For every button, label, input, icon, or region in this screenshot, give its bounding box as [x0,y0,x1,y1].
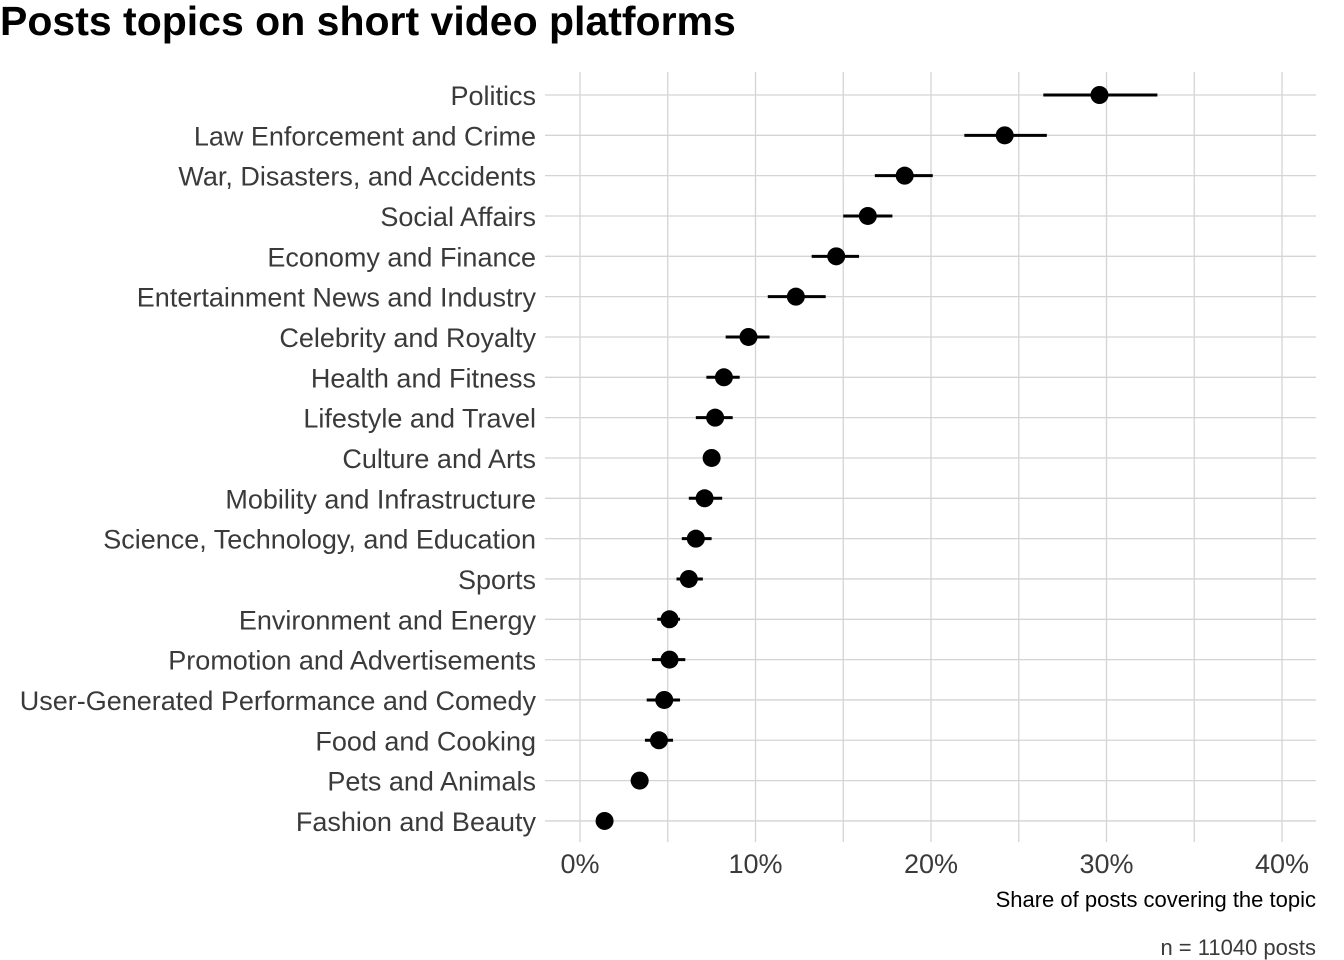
caption: n = 11040 posts [1160,935,1316,960]
data-point [660,650,679,669]
x-tick-label: 10% [728,849,782,879]
data-point [595,811,614,830]
category-label: Environment and Energy [239,605,537,635]
category-label: Health and Fitness [311,363,536,393]
category-label: User-Generated Performance and Comedy [20,686,537,716]
category-label: Lifestyle and Travel [303,404,536,434]
grid [545,72,1316,842]
data-point [995,126,1014,145]
data-point [686,529,705,548]
category-label: Mobility and Infrastructure [225,484,536,514]
category-label: Entertainment News and Industry [137,283,537,313]
category-label: Politics [450,81,536,111]
category-label: Law Enforcement and Crime [194,121,536,151]
data-point [858,206,877,225]
category-label: Food and Cooking [315,726,536,756]
category-label: Sports [458,565,536,595]
data-point [706,408,725,427]
category-label: Promotion and Advertisements [168,646,536,676]
data-marks [595,86,1158,830]
data-point [702,448,721,467]
category-labels: Politics Law Enforcement and Crime War, Di… [20,81,537,837]
x-tick-label: 0% [560,849,599,879]
data-point [1090,86,1109,104]
category-label: Culture and Arts [342,444,536,474]
x-tick-label: 40% [1255,849,1309,879]
data-point [695,489,714,508]
data-point [649,731,668,750]
x-axis-title: Share of posts covering the topic [996,887,1316,912]
category-label: Social Affairs [380,202,536,232]
x-tick-label: 20% [904,849,958,879]
data-point [895,166,914,185]
data-point [660,610,679,629]
category-label: Economy and Finance [267,242,536,272]
x-tick-label: 30% [1079,849,1133,879]
data-point [827,247,846,266]
data-point [786,287,805,306]
category-label: Pets and Animals [327,767,536,797]
category-label: Celebrity and Royalty [279,323,536,353]
data-point [714,368,733,387]
chart-title: Posts topics on short video platforms [0,0,736,44]
x-axis-tick-labels: 0% 10% 20% 30% 40% [560,849,1309,879]
category-label: Science, Technology, and Education [103,525,536,555]
category-label: War, Disasters, and Accidents [178,162,536,192]
data-point [679,569,698,588]
data-point [655,690,674,709]
data-point [739,327,758,346]
data-point [630,771,649,790]
category-label: Fashion and Beauty [296,807,537,837]
